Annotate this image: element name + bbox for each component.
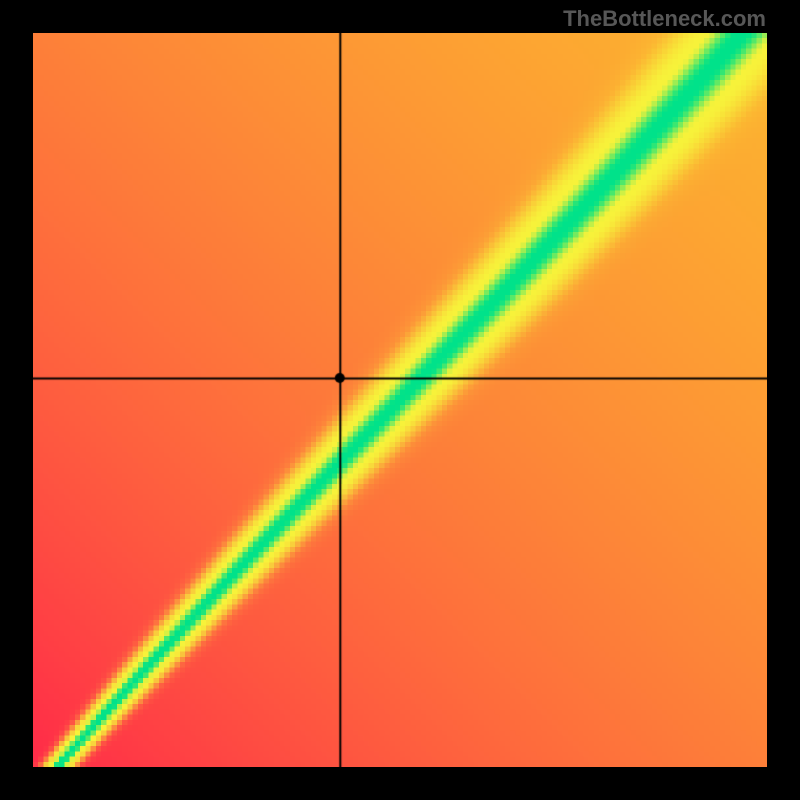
heatmap-canvas	[33, 33, 767, 767]
watermark-text: TheBottleneck.com	[563, 6, 766, 32]
chart-root: TheBottleneck.com	[0, 0, 800, 800]
